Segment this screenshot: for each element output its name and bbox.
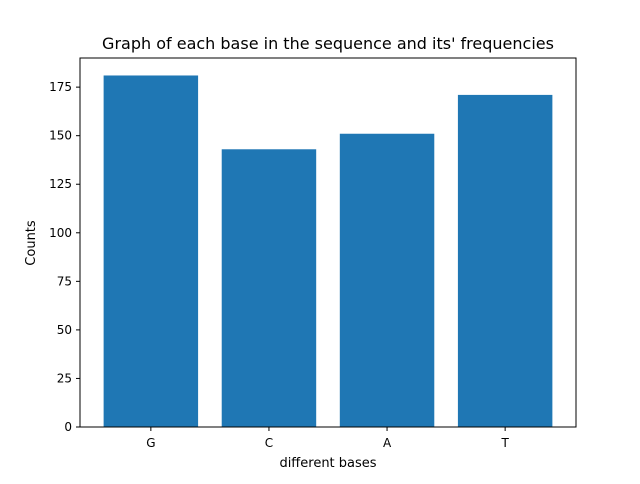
- y-tick-label: 0: [64, 420, 72, 434]
- chart-title: Graph of each base in the sequence and i…: [102, 34, 554, 53]
- plot-frame: [79, 57, 577, 428]
- y-tick-label: 50: [57, 323, 72, 337]
- y-axis-ticks: 0 25 50 75 100 125 150 175: [49, 80, 80, 434]
- bar-A: [339, 133, 435, 427]
- y-tick-label: 175: [49, 80, 72, 94]
- y-axis-label: Counts: [24, 220, 39, 266]
- x-tick-label: G: [146, 436, 155, 450]
- y-tick-label: 125: [49, 177, 72, 191]
- y-tick-label: 100: [49, 226, 72, 240]
- x-axis-label: different bases: [279, 456, 376, 471]
- bars-group: [103, 75, 553, 428]
- bar-C: [221, 149, 317, 428]
- y-tick-label: 75: [57, 274, 72, 288]
- x-tick-label: C: [265, 436, 273, 450]
- bar-G: [103, 75, 199, 428]
- y-tick-label: 25: [57, 371, 72, 385]
- x-tick-label: T: [500, 436, 509, 450]
- x-tick-label: A: [383, 436, 392, 450]
- bar-T: [457, 94, 553, 428]
- y-tick-label: 150: [49, 129, 72, 143]
